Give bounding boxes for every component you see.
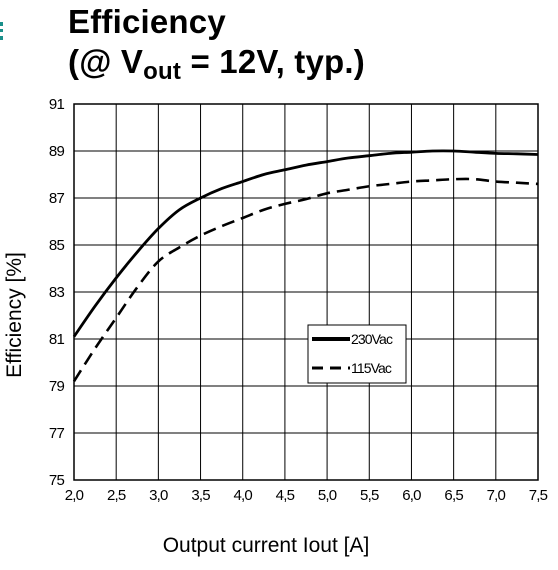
title-line2-suffix: = 12V, typ.) bbox=[181, 43, 365, 80]
legend: 230Vac 115Vac bbox=[307, 324, 407, 384]
y-axis-title: Efficiency [%] bbox=[3, 252, 26, 378]
x-tick-label: 5,0 bbox=[318, 487, 337, 504]
x-tick-label: 5,5 bbox=[360, 487, 379, 504]
y-tick-label: 77 bbox=[49, 425, 65, 442]
legend-label-230vac: 230Vac bbox=[351, 331, 393, 347]
x-tick-label: 2,5 bbox=[107, 487, 126, 504]
y-tick-label: 83 bbox=[49, 284, 65, 301]
title-line2: (@ Vout = 12V, typ.) bbox=[68, 42, 365, 85]
x-tick-label: 4,5 bbox=[276, 487, 295, 504]
chart-title: Efficiency (@ Vout = 12V, typ.) bbox=[68, 2, 365, 85]
x-tick-label: 2,0 bbox=[65, 487, 84, 504]
x-tick-label: 6,0 bbox=[402, 487, 421, 504]
y-tick-label: 81 bbox=[49, 331, 65, 348]
title-line2-prefix: (@ V bbox=[68, 43, 144, 80]
series-line-230vac bbox=[72, 149, 539, 338]
x-tick-label: 6,5 bbox=[444, 487, 463, 504]
x-tick-label: 7,0 bbox=[487, 487, 506, 504]
legend-label-115vac: 115Vac bbox=[351, 360, 392, 376]
tick-labels: 2,0 2,5 3,0 3,5 4,0 4,5 5,0 5,5 6,0 6,5 7,0 7,5 75 77… bbox=[49, 96, 549, 504]
y-tick-label: 87 bbox=[49, 190, 65, 207]
series-line-115vac bbox=[72, 177, 539, 383]
grid-layer bbox=[73, 103, 539, 481]
y-tick-label: 85 bbox=[49, 237, 65, 254]
series-layer bbox=[72, 149, 539, 383]
x-tick-label: 7,5 bbox=[529, 487, 548, 504]
plot-frame bbox=[73, 103, 539, 481]
x-tick-label: 4,0 bbox=[234, 487, 253, 504]
legend-box bbox=[307, 324, 407, 384]
y-tick-label: 89 bbox=[49, 143, 65, 160]
x-axis-title: Output current Iout [A] bbox=[163, 534, 370, 557]
title-line2-subscript: out bbox=[143, 58, 182, 85]
left-accent-mark bbox=[0, 22, 7, 40]
x-tick-label: 3,0 bbox=[149, 487, 168, 504]
y-tick-label: 75 bbox=[49, 472, 65, 489]
y-tick-label: 91 bbox=[49, 96, 65, 113]
title-line1: Efficiency bbox=[68, 3, 226, 40]
y-tick-label: 79 bbox=[49, 378, 65, 395]
x-tick-label: 3,5 bbox=[191, 487, 210, 504]
